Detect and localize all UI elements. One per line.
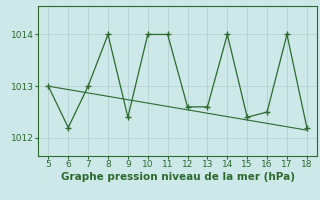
X-axis label: Graphe pression niveau de la mer (hPa): Graphe pression niveau de la mer (hPa) (60, 172, 295, 182)
